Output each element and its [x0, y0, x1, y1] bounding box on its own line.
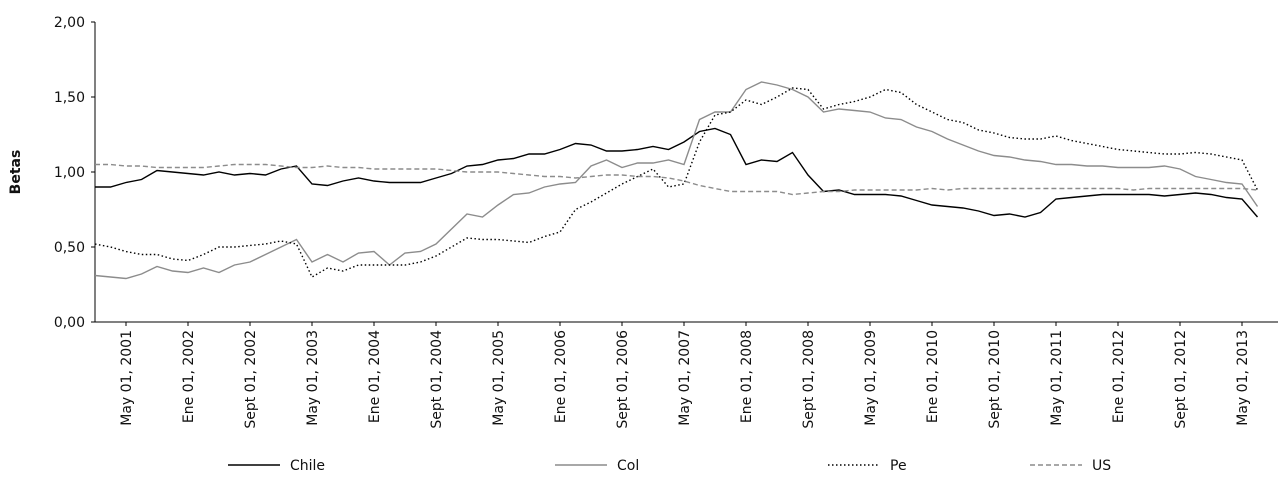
x-tick-label: May 01, 2013	[1235, 330, 1251, 426]
x-tick-label: May 01, 2007	[677, 330, 693, 426]
x-tick-label: May 01, 2001	[119, 330, 135, 426]
x-tick-label: May 01, 2005	[491, 330, 507, 426]
y-tick-label: 1,50	[54, 90, 85, 106]
x-tick-label: Sept 01, 2002	[243, 330, 259, 429]
x-tick-label: Sept 01, 2008	[801, 330, 817, 429]
legend-label: Chile	[290, 458, 325, 474]
legend-label: US	[1092, 458, 1111, 474]
x-tick-label: May 01, 2011	[1049, 330, 1065, 426]
y-tick-label: 2,00	[54, 15, 85, 31]
series-line	[95, 127, 1259, 218]
x-tick-label: Ene 01, 2004	[367, 330, 383, 423]
x-tick-label: Ene 01, 2008	[739, 330, 755, 423]
series-line	[95, 163, 1258, 196]
x-tick-label: Ene 01, 2012	[1111, 330, 1127, 423]
legend-label: Col	[617, 458, 639, 474]
x-tick-label: Sept 01, 2012	[1173, 330, 1189, 429]
x-tick-label: Ene 01, 2006	[553, 330, 569, 423]
y-tick-label: 0,50	[54, 240, 85, 256]
x-tick-label: Sept 01, 2004	[429, 330, 445, 429]
x-tick-label: May 01, 2003	[305, 330, 321, 426]
x-tick-label: Ene 01, 2002	[181, 330, 197, 423]
y-axis-label: Betas	[8, 150, 24, 195]
series-line	[94, 81, 1259, 280]
x-tick-label: Sept 01, 2010	[987, 330, 1003, 429]
y-tick-label: 1,00	[54, 165, 85, 181]
x-tick-label: Sept 01, 2006	[615, 330, 631, 429]
y-tick-label: 0,00	[54, 315, 85, 331]
legend-label: Pe	[890, 458, 907, 474]
series-line	[94, 87, 1259, 278]
x-tick-label: Ene 01, 2010	[925, 330, 941, 423]
x-tick-label: May 01, 2009	[863, 330, 879, 426]
